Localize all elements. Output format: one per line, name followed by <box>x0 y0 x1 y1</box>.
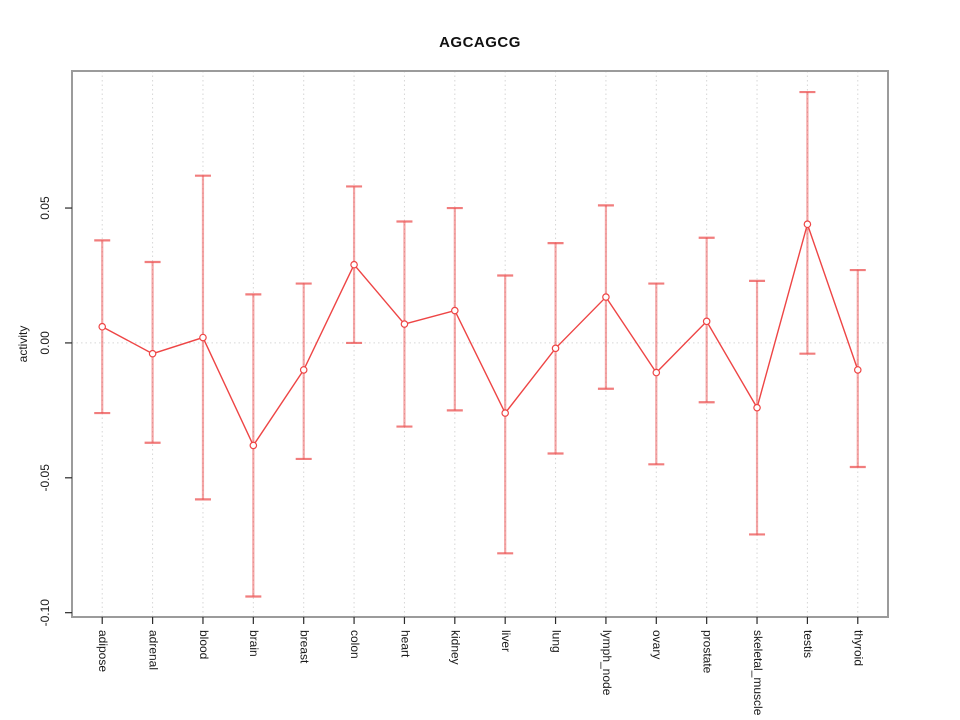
x-tick-label: blood <box>197 630 211 659</box>
x-tick-label: thyroid <box>852 630 866 666</box>
x-tick-label: skeletal_muscle <box>751 630 765 716</box>
data-point <box>853 366 862 374</box>
x-tick-label: heart <box>398 630 412 658</box>
data-point <box>652 368 661 377</box>
data-point <box>551 344 560 353</box>
data-point <box>249 441 258 450</box>
y-tick-label: -0.05 <box>38 464 52 492</box>
data-point <box>702 317 711 326</box>
x-tick-label: adrenal <box>146 630 160 670</box>
data-point <box>98 322 107 331</box>
y-tick-label: -0.10 <box>38 599 52 627</box>
y-tick-label: 0.05 <box>38 196 52 220</box>
data-point <box>299 366 308 374</box>
data-point <box>148 349 157 358</box>
series-line <box>101 221 859 447</box>
data-point <box>753 403 761 412</box>
data-point <box>199 333 207 342</box>
plot-box <box>71 70 889 618</box>
x-tick-label: testis <box>801 630 815 658</box>
x-tick-label: ovary <box>650 630 664 659</box>
x-tick-label: brain <box>247 630 261 657</box>
x-tick-label: lymph_node <box>600 630 614 696</box>
y-tick-label: 0.00 <box>38 331 52 355</box>
x-tick-label: breast <box>298 630 312 664</box>
x-tick-label: lung <box>549 630 563 653</box>
x-tick-label: prostate <box>700 630 714 674</box>
data-point <box>501 409 509 417</box>
x-tick-label: colon <box>348 630 362 659</box>
data-point <box>451 306 459 315</box>
data-point <box>400 320 409 328</box>
data-point <box>350 260 358 269</box>
x-tick-label: liver <box>499 630 513 652</box>
y-axis-title: activity <box>16 326 30 363</box>
x-tick-label: adipose <box>96 630 110 672</box>
x-tick-label: kidney <box>449 630 463 665</box>
data-point <box>602 293 610 301</box>
data-point <box>803 220 812 229</box>
chart-title: AGCAGCG <box>439 34 521 51</box>
